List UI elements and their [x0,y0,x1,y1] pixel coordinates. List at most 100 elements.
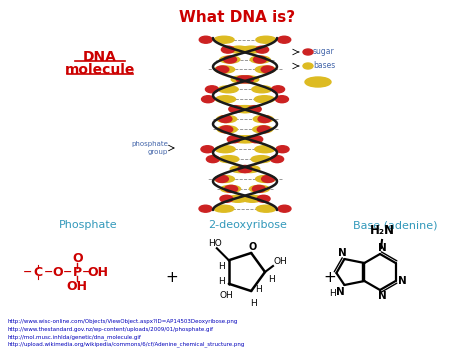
Ellipse shape [215,175,228,182]
Text: HO: HO [208,239,222,248]
Ellipse shape [216,66,229,73]
Ellipse shape [225,185,237,192]
Text: http://mol.musc.inhlda/genetic/dna_molecule.gif: http://mol.musc.inhlda/genetic/dna_molec… [8,334,142,340]
Ellipse shape [252,185,265,192]
Ellipse shape [303,49,313,55]
Ellipse shape [229,46,249,53]
Ellipse shape [230,165,250,173]
Text: N: N [378,243,386,253]
Text: C: C [33,266,42,279]
Text: molecule: molecule [65,63,135,77]
Ellipse shape [205,86,219,93]
Ellipse shape [251,155,271,163]
Ellipse shape [255,66,275,73]
Ellipse shape [199,205,212,212]
Text: H₂N: H₂N [370,224,394,237]
Ellipse shape [250,56,270,63]
Ellipse shape [201,96,215,103]
Text: http://www.wisc-online.com/Objects/ViewObject.aspx?ID=AP14503Deoxyribose.png: http://www.wisc-online.com/Objects/ViewO… [8,320,238,324]
Text: DNA: DNA [83,50,117,64]
Text: OH: OH [220,291,234,300]
Ellipse shape [220,185,240,192]
Text: N: N [338,248,347,258]
Text: +: + [324,271,337,285]
Text: −: − [44,267,53,277]
Ellipse shape [237,76,249,83]
Ellipse shape [250,136,263,143]
Text: N: N [398,276,407,286]
Text: OH: OH [273,257,287,267]
Ellipse shape [237,136,257,143]
Ellipse shape [253,115,273,122]
Ellipse shape [258,115,271,122]
Text: −: − [23,267,33,277]
Ellipse shape [248,106,261,113]
Ellipse shape [261,66,274,73]
Ellipse shape [220,56,240,63]
Ellipse shape [219,155,239,163]
Text: O: O [72,251,82,264]
Text: N: N [378,291,386,301]
Text: phosphate
group: phosphate group [131,141,168,155]
Ellipse shape [221,46,234,53]
Ellipse shape [271,155,283,163]
Ellipse shape [255,146,275,153]
Text: H: H [219,262,225,271]
Ellipse shape [214,175,234,182]
Text: H: H [269,275,275,284]
Text: +: + [165,271,178,285]
Ellipse shape [253,126,273,133]
Text: What DNA is?: What DNA is? [179,10,295,25]
Ellipse shape [214,205,234,212]
Ellipse shape [201,146,214,153]
Ellipse shape [239,165,252,173]
Ellipse shape [275,96,289,103]
Text: Phosphate: Phosphate [59,220,117,230]
Ellipse shape [278,205,291,212]
Ellipse shape [218,86,238,93]
Text: H: H [255,284,262,294]
Text: http://www.thestandard.gov.nz/wp-content/uploads/2009/01/phosphate.gif: http://www.thestandard.gov.nz/wp-content… [8,327,214,332]
Ellipse shape [206,155,219,163]
Ellipse shape [231,76,251,83]
Ellipse shape [272,86,284,93]
Ellipse shape [276,146,289,153]
Text: 2-deoxyribose: 2-deoxyribose [209,220,287,230]
Ellipse shape [256,36,276,43]
Ellipse shape [256,205,276,212]
Text: N: N [336,287,345,297]
Ellipse shape [228,195,248,202]
Text: bases: bases [313,61,335,71]
Ellipse shape [241,46,261,53]
Text: −: − [82,267,91,277]
Ellipse shape [219,115,232,122]
Ellipse shape [228,136,240,143]
Text: O: O [53,266,64,279]
Text: http://upload.wikimedia.org/wikipedia/commons/6/cf/Adenine_chemical_structure.pn: http://upload.wikimedia.org/wikipedia/co… [8,342,246,347]
Ellipse shape [199,36,212,43]
Text: OH: OH [87,266,108,279]
Ellipse shape [254,56,266,63]
Ellipse shape [215,66,235,73]
Ellipse shape [217,115,237,122]
Ellipse shape [239,76,259,83]
Ellipse shape [220,195,233,202]
Ellipse shape [255,46,269,53]
Ellipse shape [214,36,234,43]
Ellipse shape [215,146,235,153]
Text: P: P [73,266,82,279]
Text: Base (adenine): Base (adenine) [353,220,437,230]
Ellipse shape [224,56,237,63]
Ellipse shape [216,96,236,103]
Ellipse shape [233,136,253,143]
Ellipse shape [238,165,251,173]
Text: −: − [63,267,73,277]
Ellipse shape [220,126,233,133]
Ellipse shape [305,77,331,87]
Ellipse shape [257,126,270,133]
Text: sugar: sugar [313,48,335,56]
Ellipse shape [217,126,237,133]
Ellipse shape [303,63,313,69]
Ellipse shape [242,195,262,202]
Ellipse shape [252,86,272,93]
